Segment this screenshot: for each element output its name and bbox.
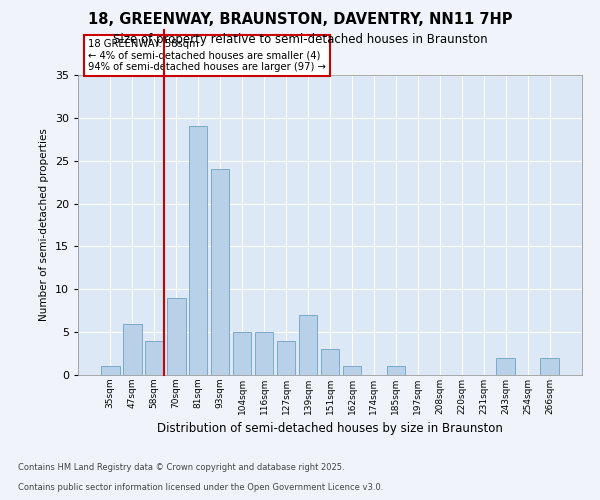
Text: 18, GREENWAY, BRAUNSTON, DAVENTRY, NN11 7HP: 18, GREENWAY, BRAUNSTON, DAVENTRY, NN11 … <box>88 12 512 28</box>
Bar <box>211 170 229 375</box>
Bar <box>255 332 274 375</box>
Bar <box>233 332 251 375</box>
Bar <box>101 366 119 375</box>
Bar <box>386 366 405 375</box>
Text: Contains HM Land Registry data © Crown copyright and database right 2025.: Contains HM Land Registry data © Crown c… <box>18 464 344 472</box>
Bar <box>145 340 164 375</box>
Text: Contains public sector information licensed under the Open Government Licence v3: Contains public sector information licen… <box>18 484 383 492</box>
Bar <box>541 358 559 375</box>
Bar <box>320 350 340 375</box>
X-axis label: Distribution of semi-detached houses by size in Braunston: Distribution of semi-detached houses by … <box>157 422 503 436</box>
Y-axis label: Number of semi-detached properties: Number of semi-detached properties <box>39 128 49 322</box>
Bar <box>189 126 208 375</box>
Bar <box>277 340 295 375</box>
Bar <box>167 298 185 375</box>
Text: 18 GREENWAY: 58sqm
← 4% of semi-detached houses are smaller (4)
94% of semi-deta: 18 GREENWAY: 58sqm ← 4% of semi-detached… <box>88 39 326 72</box>
Bar <box>123 324 142 375</box>
Text: Size of property relative to semi-detached houses in Braunston: Size of property relative to semi-detach… <box>113 32 487 46</box>
Bar <box>496 358 515 375</box>
Bar <box>299 315 317 375</box>
Bar <box>343 366 361 375</box>
